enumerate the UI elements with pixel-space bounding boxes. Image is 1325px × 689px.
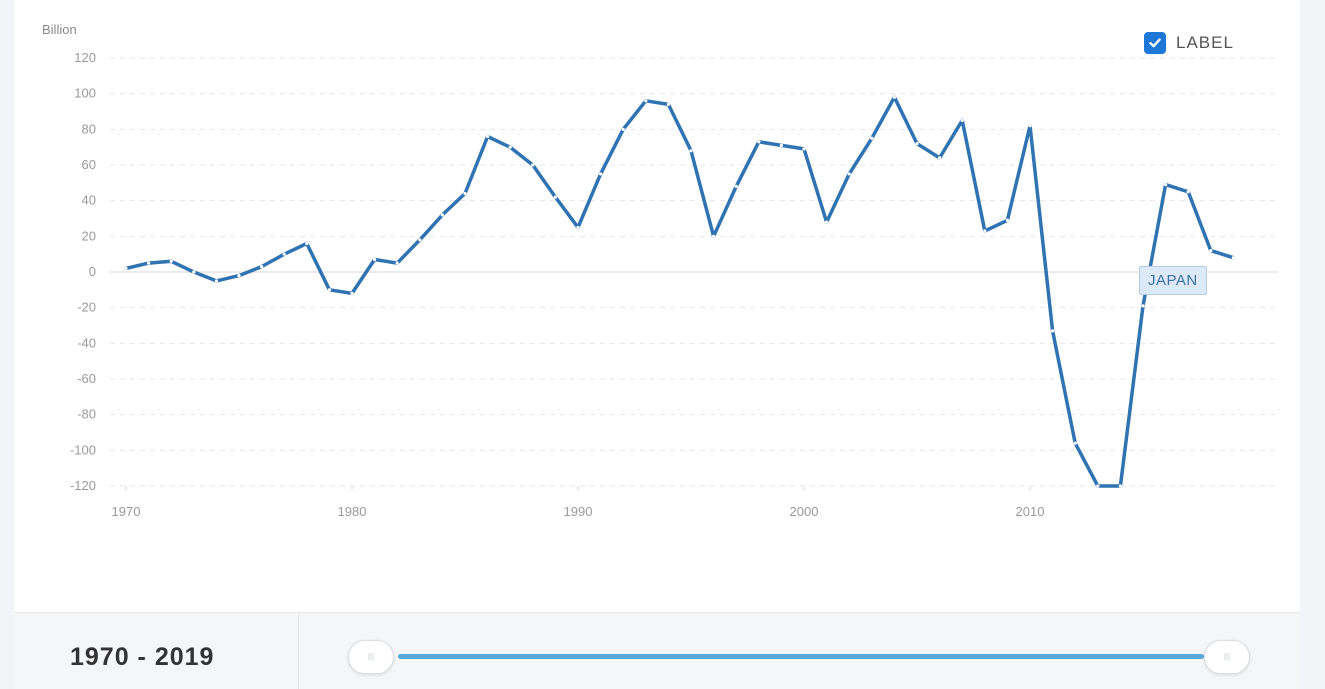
data-point — [734, 184, 738, 188]
x-tick-label: 1990 — [564, 504, 593, 519]
year-range-slider-track[interactable] — [398, 654, 1204, 659]
data-point — [553, 195, 558, 199]
data-point — [1028, 124, 1032, 128]
data-point — [666, 102, 671, 106]
data-point — [418, 238, 422, 242]
y-tick-label: -80 — [77, 407, 96, 422]
line-chart: 120 100 80 60 40 20 0 -20 -40 -60 -80 -100 -120 1970 1… — [70, 50, 1278, 519]
x-tick-label: 1980 — [338, 504, 367, 519]
data-point — [779, 143, 784, 147]
data-point — [757, 140, 761, 144]
y-tick-label: 120 — [74, 50, 96, 65]
data-point — [689, 149, 693, 153]
data-point — [1051, 329, 1055, 333]
slider-end-handle[interactable]: ||| — [1204, 640, 1250, 674]
check-icon — [1149, 38, 1161, 48]
data-point — [124, 266, 128, 271]
data-point — [892, 95, 897, 99]
data-point — [531, 163, 535, 167]
data-point — [169, 259, 173, 263]
label-toggle-text: LABEL — [1176, 33, 1234, 52]
data-point — [508, 145, 512, 149]
data-point — [260, 265, 264, 269]
data-point — [305, 241, 309, 246]
data-point — [214, 279, 218, 283]
data-point — [327, 288, 331, 292]
y-axis-label: Billion — [42, 22, 77, 37]
data-point — [870, 136, 874, 140]
chart-card: 120 100 80 60 40 20 0 -20 -40 -60 -80 -100 -120 1970 1… — [14, 0, 1300, 612]
data-point — [1209, 249, 1213, 253]
data-point — [1096, 484, 1100, 488]
data-point — [1005, 218, 1010, 222]
data-point — [621, 127, 625, 131]
y-tick-label: 60 — [82, 157, 96, 172]
data-point — [1164, 183, 1168, 187]
data-point — [440, 213, 444, 217]
data-point — [395, 261, 399, 265]
y-tick-label: 100 — [74, 86, 96, 101]
data-point — [644, 99, 648, 103]
y-tick-label: 40 — [82, 193, 96, 208]
y-tick-label: -40 — [77, 335, 96, 350]
data-point — [825, 220, 829, 224]
data-point — [373, 257, 377, 262]
data-point — [599, 172, 603, 176]
label-toggle[interactable]: LABEL — [1144, 30, 1234, 56]
data-point — [147, 261, 151, 265]
footer-divider — [298, 613, 299, 689]
y-tick-label: -60 — [77, 371, 96, 386]
data-point — [1186, 190, 1190, 194]
x-tick-label: 1970 — [112, 504, 141, 519]
y-tick-label: 20 — [82, 228, 96, 243]
data-point — [915, 142, 919, 146]
series-line-japan — [124, 95, 1236, 488]
data-point — [576, 225, 580, 230]
data-point — [1118, 484, 1122, 488]
data-point — [282, 252, 286, 256]
time-range-footer: 1970 - 2019 ||| ||| — [14, 612, 1300, 689]
y-tick-label: -20 — [77, 300, 96, 315]
y-tick-label: -120 — [70, 478, 96, 493]
data-point — [712, 234, 716, 238]
data-point — [960, 118, 964, 123]
x-tick-label: 2000 — [790, 504, 819, 519]
data-point — [350, 291, 354, 295]
data-point — [486, 134, 490, 139]
data-point — [1073, 441, 1077, 445]
y-tick-label: -100 — [70, 442, 96, 457]
data-point — [938, 156, 942, 160]
y-tick-label: 0 — [89, 264, 96, 279]
data-point — [463, 191, 467, 196]
x-tick-label: 2010 — [1016, 504, 1045, 519]
slider-start-handle[interactable]: ||| — [348, 640, 394, 674]
data-point — [237, 273, 241, 278]
y-tick-label: 80 — [82, 121, 96, 136]
data-point — [847, 172, 851, 176]
data-point — [1141, 304, 1145, 308]
data-point — [1231, 256, 1235, 260]
data-point — [192, 270, 196, 274]
year-range-label: 1970 - 2019 — [70, 643, 215, 671]
data-point — [802, 147, 806, 151]
data-point — [983, 229, 987, 233]
label-checkbox[interactable] — [1144, 32, 1166, 54]
series-label-japan: JAPAN — [1139, 266, 1207, 295]
